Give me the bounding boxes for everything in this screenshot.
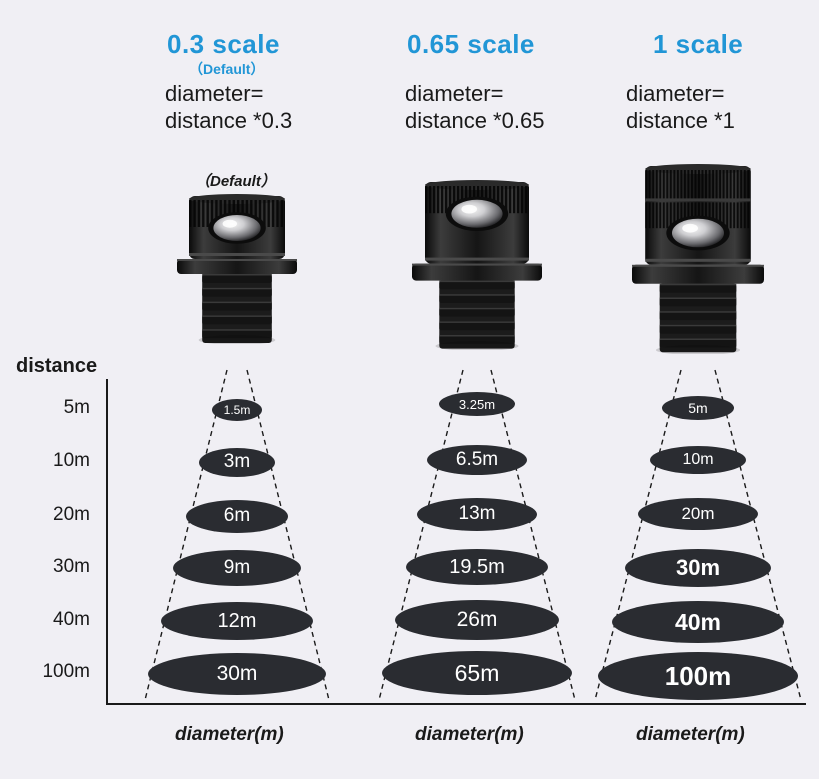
- diameter-ellipse: 30m: [625, 549, 771, 587]
- formula-line: diameter=: [165, 81, 292, 108]
- formula-line: distance *0.65: [405, 108, 544, 135]
- formula-line: diameter=: [626, 81, 735, 108]
- diameter-ellipse: 100m: [598, 652, 798, 700]
- diameter-ellipse: 6m: [186, 500, 288, 533]
- lens-icon: [632, 164, 764, 359]
- distance-label: 100m: [30, 661, 90, 683]
- formula-line: diameter=: [405, 81, 544, 108]
- lens-default-label: （Default）: [195, 170, 276, 191]
- diameter-ellipse: 9m: [173, 550, 301, 586]
- diameter-ellipse: 5m: [662, 396, 734, 420]
- diameter-ellipse: 3m: [199, 448, 275, 477]
- x-axis-label: diameter(m): [175, 724, 284, 746]
- default-sublabel: （Default）: [189, 59, 264, 79]
- diameter-ellipse: 40m: [612, 601, 784, 643]
- diameter-ellipse: 13m: [417, 498, 537, 531]
- diameter-ellipse: 3.25m: [439, 392, 515, 416]
- x-axis-label: diameter(m): [415, 724, 524, 746]
- lens-icon: [412, 180, 542, 355]
- x-axis-line: [106, 703, 806, 705]
- diameter-ellipse: 65m: [382, 651, 572, 695]
- diameter-ellipse: 26m: [395, 600, 559, 640]
- distance-label: 10m: [30, 450, 90, 472]
- diameter-ellipse: 6.5m: [427, 445, 527, 475]
- scale-title: 0.65 scale: [407, 29, 535, 60]
- x-axis-label: diameter(m): [636, 724, 745, 746]
- formula-text: diameter=distance *0.3: [165, 81, 292, 135]
- formula-line: distance *0.3: [165, 108, 292, 135]
- formula-line: distance *1: [626, 108, 735, 135]
- y-axis-line: [106, 379, 108, 703]
- diameter-ellipse: 10m: [650, 446, 746, 474]
- distance-label: 20m: [30, 504, 90, 526]
- formula-text: diameter=distance *0.65: [405, 81, 544, 135]
- diameter-ellipse: 19.5m: [406, 549, 548, 585]
- distance-label: 30m: [30, 556, 90, 578]
- formula-text: diameter=distance *1: [626, 81, 735, 135]
- axis-title: distance: [16, 355, 97, 378]
- distance-label: 40m: [30, 609, 90, 631]
- scale-title: 0.3 scale: [167, 29, 280, 60]
- diameter-ellipse: 12m: [161, 602, 313, 640]
- distance-label: 5m: [30, 397, 90, 419]
- diameter-ellipse: 30m: [148, 653, 326, 695]
- lens-icon: [177, 194, 297, 349]
- diameter-ellipse: 1.5m: [212, 399, 262, 421]
- scale-title: 1 scale: [653, 29, 743, 60]
- diameter-ellipse: 20m: [638, 498, 758, 530]
